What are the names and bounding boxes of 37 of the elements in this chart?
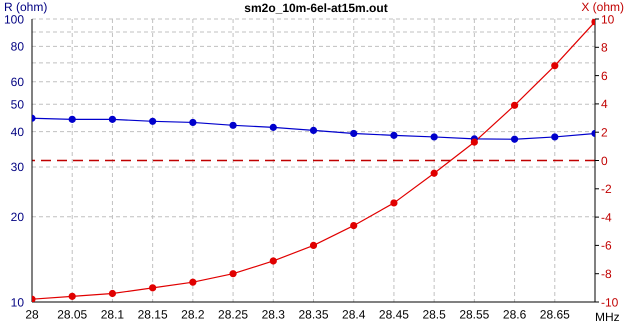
y-axis-title: R (ohm) (4, 0, 48, 14)
x-tick-label: 28.4 (342, 308, 366, 322)
y2-tick-label: 6 (601, 68, 608, 83)
x-tick-label: 28.2 (181, 308, 205, 322)
y-tick-label: 40 (10, 124, 24, 139)
y2-tick-label: 8 (601, 40, 608, 55)
x-tick-label: 28 (25, 308, 39, 322)
y-tick-label: 50 (10, 97, 24, 112)
x-tick-label: 28.25 (218, 308, 248, 322)
y2-tick-label: 2 (601, 125, 608, 140)
y2-tick-label: -10 (601, 295, 619, 310)
y-tick-label: 100 (4, 12, 24, 26)
y2-tick-label: -8 (601, 266, 612, 281)
y2-tick-label: -4 (601, 210, 612, 224)
x-tick-label: 28.5 (422, 308, 446, 322)
y-tick-label: 80 (10, 40, 24, 54)
x-tick-label: 28.6 (502, 308, 527, 322)
x-tick-label: 28.45 (378, 308, 410, 322)
y2-tick-label: -2 (601, 182, 612, 196)
y2-tick-label: 0 (601, 154, 608, 168)
x-tick-label: 28.1 (100, 308, 124, 322)
y2-tick-label: 4 (601, 97, 608, 112)
y-tick-label: 20 (10, 210, 24, 224)
x-tick-label: 28.05 (57, 308, 88, 322)
x-tick-label: 28.15 (138, 308, 168, 322)
y-tick-label: 10 (10, 295, 24, 310)
y2-tick-label: -6 (601, 238, 612, 253)
y-tick-label: 60 (10, 75, 24, 90)
x-tick-label: 28.55 (459, 308, 490, 322)
y2-axis-title: X (ohm) (581, 0, 624, 14)
x-tick-label: 28.3 (262, 308, 286, 322)
y-tick-label: 30 (10, 160, 24, 174)
x-tick-label: 28.65 (540, 308, 570, 322)
x-tick-label: 28.35 (298, 308, 329, 322)
chart-title: sm2o_10m-6el-at15m.out (244, 1, 388, 15)
x-axis-title: MHz (595, 310, 620, 324)
y2-tick-label: 10 (601, 12, 615, 26)
